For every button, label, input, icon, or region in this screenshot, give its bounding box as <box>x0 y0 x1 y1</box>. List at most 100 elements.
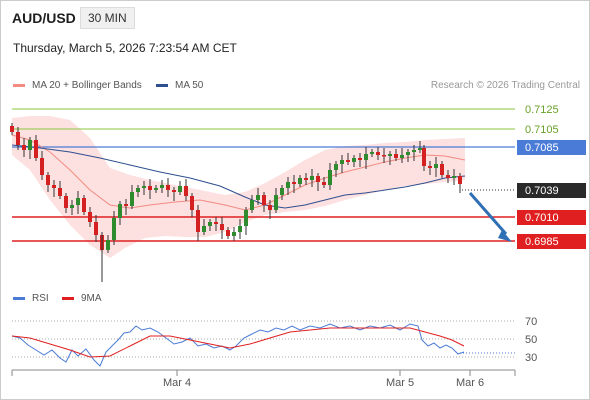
candle-body <box>376 152 380 155</box>
candle-body <box>244 210 248 226</box>
rsi-line <box>11 323 465 367</box>
candle-body <box>70 205 74 208</box>
legend-swatch <box>62 297 74 300</box>
candle-body <box>106 240 110 250</box>
candle-body <box>16 132 20 145</box>
candle-body <box>118 204 122 218</box>
candle-body <box>28 140 32 150</box>
candle-body <box>142 186 146 188</box>
level-label-6985: 0.6985 <box>525 236 559 248</box>
level-label-7010: 0.7010 <box>525 212 559 224</box>
candle-body <box>94 222 98 235</box>
candle-body <box>220 224 224 230</box>
candle-body <box>76 198 80 205</box>
candle-body <box>334 164 338 170</box>
legend-label: MA 50 <box>175 80 204 91</box>
level-label-7125: 0.7125 <box>525 104 559 116</box>
candlestick-series <box>10 123 462 282</box>
candle-body <box>394 154 398 158</box>
candle-body <box>292 182 296 184</box>
candle-body <box>112 218 116 240</box>
candle-body <box>256 195 260 200</box>
candle-body <box>34 140 38 158</box>
candle-body <box>148 186 152 190</box>
legend-swatch <box>13 84 25 87</box>
rsi-9ma-line <box>11 327 465 358</box>
candle-body <box>160 185 164 188</box>
candle-body <box>400 155 404 158</box>
legend-rsi: RSI <box>13 293 49 304</box>
candle-body <box>286 182 290 188</box>
candle-body <box>232 232 236 236</box>
level-label-7039: 0.7039 <box>525 185 559 197</box>
candle-body <box>58 188 62 196</box>
bollinger-band <box>12 116 465 258</box>
legend-label: MA 20 + Bollinger Bands <box>32 80 142 91</box>
x-tick-label-mar5: Mar 5 <box>386 377 414 389</box>
candle-body <box>202 226 206 232</box>
candle-body <box>184 186 188 196</box>
candle-body <box>40 158 44 175</box>
candle-body <box>262 195 266 205</box>
candle-body <box>364 154 368 160</box>
candle-body <box>322 182 326 185</box>
candle-body <box>136 188 140 192</box>
candle-body <box>298 178 302 184</box>
candle-body <box>428 166 432 168</box>
legend-swatch <box>13 297 25 300</box>
candle-body <box>208 222 212 226</box>
candle-body <box>130 192 134 206</box>
candle-body <box>382 155 386 157</box>
level-badge-6985 <box>517 234 586 249</box>
candle-body <box>458 176 462 184</box>
level-badge-7010 <box>517 210 586 225</box>
candle-body <box>226 230 230 236</box>
candle-body <box>178 186 182 192</box>
candle-body <box>238 226 242 232</box>
candle-body <box>52 185 56 188</box>
candle-body <box>46 175 50 185</box>
candle-body <box>172 190 176 192</box>
candle-body <box>340 160 344 164</box>
candle-body <box>190 196 194 210</box>
candle-body <box>388 154 392 156</box>
rsi-tick-30: 30 <box>525 352 537 364</box>
candle-body <box>452 176 456 178</box>
candle-body <box>154 188 158 190</box>
projection-arrow-line <box>468 192 508 235</box>
legend-swatch <box>156 84 168 87</box>
level-label-7105: 0.7105 <box>525 124 559 136</box>
level-label-7085: 0.7085 <box>525 142 559 154</box>
candle-body <box>346 160 350 162</box>
datetime-label: Thursday, March 5, 2026 7:23:54 AM CET <box>13 41 237 55</box>
candle-body <box>406 152 410 155</box>
symbol-label: AUD/USD <box>12 10 76 26</box>
legend-ma20-bollinger: MA 20 + Bollinger Bands <box>13 80 142 91</box>
legend-label: RSI <box>32 293 49 304</box>
rsi-tick-70: 70 <box>525 316 537 328</box>
candle-body <box>250 200 254 210</box>
candle-body <box>10 126 14 132</box>
candle-body <box>418 148 422 150</box>
projection-arrow-head <box>498 230 512 242</box>
x-tick-label-mar4: Mar 4 <box>163 377 191 389</box>
candle-body <box>352 158 356 162</box>
candle-body <box>434 164 438 168</box>
candle-body <box>124 204 128 206</box>
legend-9ma: 9MA <box>62 293 102 304</box>
candle-body <box>166 185 170 190</box>
candle-body <box>316 176 320 182</box>
candle-body <box>88 212 92 222</box>
candle-body <box>82 198 86 212</box>
timeframe-button[interactable]: 30 MIN <box>80 7 135 29</box>
candle-body <box>358 158 362 160</box>
candle-body <box>440 164 444 175</box>
candle-body <box>274 195 278 210</box>
candle-body <box>280 188 284 195</box>
level-badge-7085 <box>517 140 586 155</box>
candle-body <box>268 205 272 210</box>
legend-label: 9MA <box>81 293 102 304</box>
x-tick-label-mar6: Mar 6 <box>456 377 484 389</box>
candle-body <box>64 196 68 208</box>
